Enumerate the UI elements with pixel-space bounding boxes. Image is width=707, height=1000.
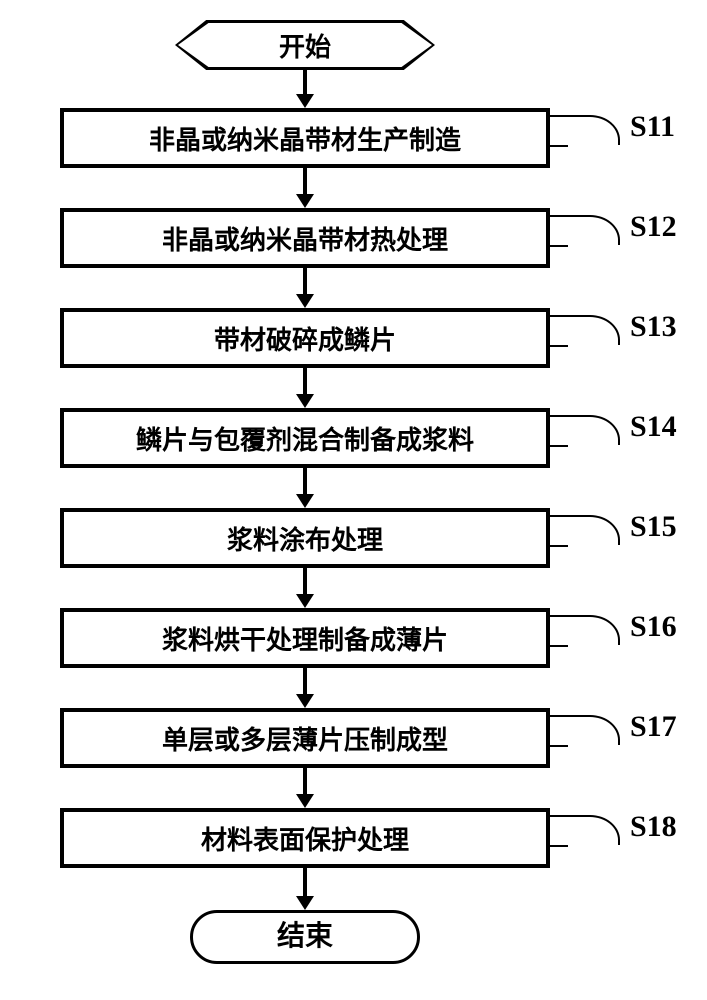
start-label: 开始 [178, 23, 432, 67]
arrow-3-head [296, 294, 314, 308]
connector-s14 [550, 415, 620, 445]
arrow-1-head [296, 94, 314, 108]
arrow-3 [303, 268, 307, 296]
step-s15-label: 浆料涂布处理 [227, 520, 383, 557]
end-label: 结束 [277, 921, 333, 952]
arrow-8 [303, 768, 307, 796]
step-s18-label: 材料表面保护处理 [201, 820, 409, 857]
step-s13: 带材破碎成鳞片 [60, 308, 550, 368]
flowchart-canvas: 开始 非晶或纳米晶带材生产制造 非晶或纳米晶带材热处理 带材破碎成鳞片 鳞片与包… [0, 0, 707, 1000]
start-node: 开始 [175, 20, 435, 70]
step-s17-label: 单层或多层薄片压制成型 [162, 720, 448, 757]
connector-s17 [550, 715, 620, 745]
step-s11: 非晶或纳米晶带材生产制造 [60, 108, 550, 168]
arrow-6-head [296, 594, 314, 608]
step-s13-label: 带材破碎成鳞片 [214, 320, 396, 357]
connector-s11 [550, 115, 620, 145]
arrow-5-head [296, 494, 314, 508]
label-s14: S14 [630, 410, 677, 444]
step-s12-label: 非晶或纳米晶带材热处理 [162, 220, 448, 257]
step-s18: 材料表面保护处理 [60, 808, 550, 868]
label-s17: S17 [630, 710, 677, 744]
label-s15: S15 [630, 510, 677, 544]
arrow-1 [303, 70, 307, 96]
arrow-8-head [296, 794, 314, 808]
connector-s15 [550, 515, 620, 545]
connector-s13 [550, 315, 620, 345]
end-node: 结束 [190, 910, 420, 964]
step-s17: 单层或多层薄片压制成型 [60, 708, 550, 768]
arrow-5 [303, 468, 307, 496]
arrow-4-head [296, 394, 314, 408]
label-s13: S13 [630, 310, 677, 344]
arrow-2 [303, 168, 307, 196]
step-s15: 浆料涂布处理 [60, 508, 550, 568]
arrow-4 [303, 368, 307, 396]
label-s18: S18 [630, 810, 677, 844]
label-s16: S16 [630, 610, 677, 644]
arrow-9-head [296, 896, 314, 910]
connector-s16 [550, 615, 620, 645]
step-s16: 浆料烘干处理制备成薄片 [60, 608, 550, 668]
step-s12: 非晶或纳米晶带材热处理 [60, 208, 550, 268]
arrow-9 [303, 868, 307, 898]
connector-s12 [550, 215, 620, 245]
arrow-2-head [296, 194, 314, 208]
step-s14: 鳞片与包覆剂混合制备成浆料 [60, 408, 550, 468]
step-s14-label: 鳞片与包覆剂混合制备成浆料 [136, 420, 474, 457]
arrow-7-head [296, 694, 314, 708]
connector-s18 [550, 815, 620, 845]
step-s16-label: 浆料烘干处理制备成薄片 [162, 620, 448, 657]
arrow-7 [303, 668, 307, 696]
step-s11-label: 非晶或纳米晶带材生产制造 [149, 120, 461, 157]
arrow-6 [303, 568, 307, 596]
label-s11: S11 [630, 110, 675, 144]
label-s12: S12 [630, 210, 677, 244]
